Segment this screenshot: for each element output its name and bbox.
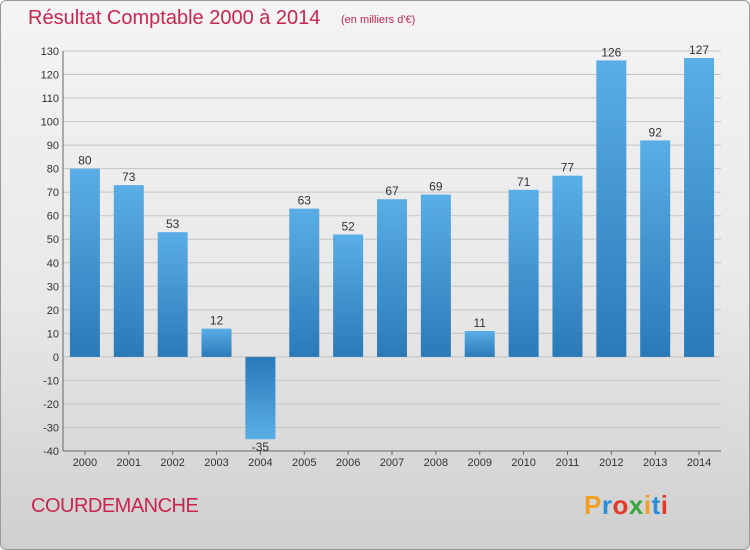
data-label: 71	[517, 175, 531, 189]
logo-letter: r	[601, 490, 613, 520]
x-tick-label: 2002	[160, 457, 184, 469]
commune-name: COURDEMANCHE	[31, 495, 199, 517]
data-label: 67	[385, 184, 399, 198]
bar-2005	[289, 208, 320, 357]
x-tick-label: 2003	[204, 457, 228, 469]
data-label: 53	[166, 217, 180, 231]
y-tick-label: 130	[41, 46, 59, 58]
x-tick-label: 2013	[643, 457, 667, 469]
logo-letter: i	[643, 490, 652, 520]
data-label: 126	[601, 45, 621, 59]
y-tick-label: -30	[43, 422, 59, 434]
logo-letter: t	[651, 490, 661, 520]
bar-2012	[596, 60, 627, 357]
y-tick-label: 60	[47, 211, 59, 223]
data-label: 12	[210, 314, 224, 328]
y-tick-label: 0	[53, 352, 59, 364]
data-label: -35	[252, 440, 270, 454]
y-tick-label: 120	[41, 70, 59, 82]
y-tick-label: 20	[47, 305, 59, 317]
x-tick-label: 2006	[336, 457, 360, 469]
data-label: 77	[561, 161, 575, 175]
x-tick-label: 2009	[467, 457, 491, 469]
y-tick-label: -20	[43, 399, 59, 411]
data-label: 73	[122, 170, 136, 184]
x-tick-label: 2004	[248, 457, 272, 469]
x-tick-label: 2008	[424, 457, 448, 469]
x-tick-label: 2000	[73, 457, 97, 469]
y-tick-label: 90	[47, 140, 59, 152]
x-tick-label: 2010	[511, 457, 535, 469]
data-label: 63	[298, 194, 312, 208]
x-tick-label: 2014	[687, 457, 711, 469]
x-tick-label: 2005	[292, 457, 316, 469]
data-label: 80	[78, 154, 92, 168]
data-label: 92	[649, 125, 663, 139]
y-tick-label: 110	[41, 93, 59, 105]
bar-2004	[245, 356, 276, 440]
y-tick-label: -40	[43, 446, 59, 458]
logo-letter: x	[628, 490, 644, 520]
y-tick-label: 70	[47, 187, 59, 199]
x-tick-label: 2007	[380, 457, 404, 469]
proxiti-logo: Proxiti	[584, 490, 668, 521]
data-label: 52	[341, 220, 355, 234]
bar-2001	[113, 185, 144, 357]
data-label: 69	[429, 180, 443, 194]
y-tick-label: 40	[47, 258, 59, 270]
bar-2008	[420, 194, 451, 357]
chart-title: Résultat Comptable 2000 à 2014	[28, 7, 321, 29]
data-label: 11	[473, 316, 486, 330]
y-tick-label: 10	[47, 328, 59, 340]
x-tick-label: 2001	[117, 457, 141, 469]
bar-2011	[552, 175, 583, 357]
bar-2010	[508, 189, 539, 357]
chart-subtitle: (en milliers d'€)	[341, 14, 416, 26]
y-tick-label: -10	[43, 375, 59, 387]
bar-2007	[377, 199, 407, 357]
bar-2003	[201, 328, 232, 357]
bar-2013	[640, 140, 671, 357]
y-tick-label: 100	[41, 117, 59, 129]
bar-2002	[157, 232, 188, 357]
bar-2000	[69, 168, 100, 357]
bar-2006	[333, 234, 364, 357]
y-tick-label: 30	[47, 281, 59, 293]
y-tick-label: 50	[47, 234, 59, 246]
logo-letter: i	[660, 490, 669, 520]
logo-letter: o	[612, 490, 629, 520]
bar-2014	[684, 58, 715, 357]
bar-2009	[464, 331, 495, 357]
x-tick-label: 2011	[556, 457, 580, 469]
y-tick-label: 80	[47, 164, 59, 176]
logo-letter: P	[584, 490, 602, 520]
x-tick-label: 2012	[599, 457, 623, 469]
data-label: 127	[689, 43, 709, 57]
